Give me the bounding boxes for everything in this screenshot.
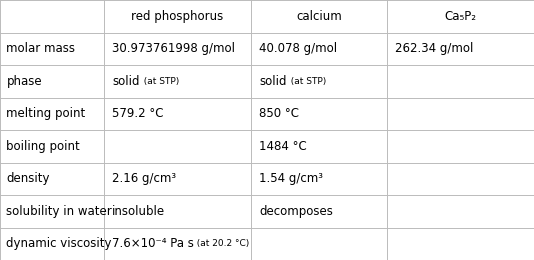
Text: 579.2 °C: 579.2 °C bbox=[112, 107, 163, 120]
Text: 1.54 g/cm³: 1.54 g/cm³ bbox=[259, 172, 323, 185]
Text: calcium: calcium bbox=[296, 10, 342, 23]
Text: solid: solid bbox=[112, 75, 139, 88]
Text: phase: phase bbox=[6, 75, 42, 88]
Text: melting point: melting point bbox=[6, 107, 85, 120]
Text: 7.6×10⁻⁴ Pa s: 7.6×10⁻⁴ Pa s bbox=[112, 237, 194, 250]
Text: 2.16 g/cm³: 2.16 g/cm³ bbox=[112, 172, 176, 185]
Text: 30.973761998 g/mol: 30.973761998 g/mol bbox=[112, 42, 235, 55]
Text: 850 °C: 850 °C bbox=[259, 107, 299, 120]
Text: (at STP): (at STP) bbox=[285, 77, 326, 86]
Text: boiling point: boiling point bbox=[6, 140, 80, 153]
Text: red phosphorus: red phosphorus bbox=[131, 10, 224, 23]
Text: (at STP): (at STP) bbox=[138, 77, 179, 86]
Text: insoluble: insoluble bbox=[112, 205, 165, 218]
Text: molar mass: molar mass bbox=[6, 42, 75, 55]
Text: 262.34 g/mol: 262.34 g/mol bbox=[395, 42, 474, 55]
Text: 1484 °C: 1484 °C bbox=[259, 140, 307, 153]
Text: 40.078 g/mol: 40.078 g/mol bbox=[259, 42, 337, 55]
Text: Ca₅P₂: Ca₅P₂ bbox=[445, 10, 476, 23]
Text: decomposes: decomposes bbox=[259, 205, 333, 218]
Text: solid: solid bbox=[259, 75, 286, 88]
Text: density: density bbox=[6, 172, 50, 185]
Text: (at 20.2 °C): (at 20.2 °C) bbox=[191, 239, 249, 248]
Text: dynamic viscosity: dynamic viscosity bbox=[6, 237, 112, 250]
Text: solubility in water: solubility in water bbox=[6, 205, 112, 218]
